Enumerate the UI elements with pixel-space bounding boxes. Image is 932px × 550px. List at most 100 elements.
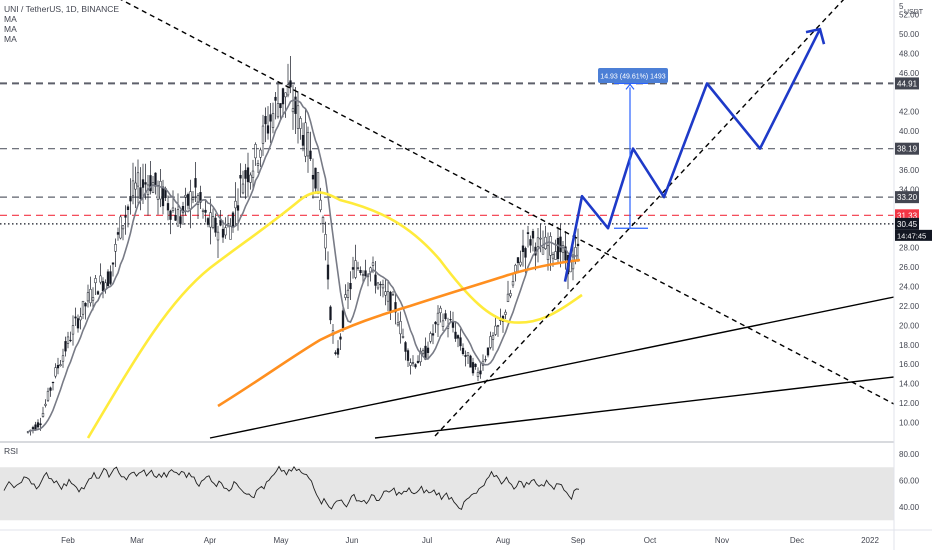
candle-body <box>411 362 415 364</box>
candle-body <box>86 292 90 302</box>
candle-body <box>36 422 40 428</box>
descending-trendline <box>120 0 895 405</box>
level-badge-label: 30.45 <box>897 220 918 229</box>
price-tick-label: 36.00 <box>899 166 920 175</box>
candle-body <box>436 312 440 326</box>
candle-body <box>514 264 517 272</box>
candle-body <box>139 187 142 199</box>
candle-body <box>316 172 320 194</box>
price-tick-label: 10.00 <box>899 418 920 427</box>
candle-body <box>114 244 117 252</box>
rsi-tick-label: 80.00 <box>899 450 920 459</box>
candle-body <box>291 108 295 113</box>
candle-body <box>299 118 302 129</box>
level-badge <box>895 217 919 230</box>
symbol-title[interactable]: UNI / TetherUS, 1D, BINANCE <box>4 4 120 14</box>
price-tick-label: 42.00 <box>899 108 920 117</box>
candle-body <box>201 210 205 212</box>
candle-body <box>61 355 65 362</box>
candle-body <box>529 239 532 246</box>
candle-body <box>324 234 327 249</box>
candle-body <box>234 200 237 209</box>
candle-body <box>64 341 67 352</box>
candle-body <box>326 264 330 280</box>
candle-body <box>459 337 462 347</box>
candle-body <box>31 427 35 430</box>
time-tick-label: 2022 <box>861 536 879 545</box>
candle-body <box>214 217 217 233</box>
measure-label: 14.93 (49.61%) 1493 <box>600 74 665 81</box>
candle-body <box>51 381 55 384</box>
candle-body <box>394 302 397 313</box>
level-badge-label: 38.19 <box>897 145 918 154</box>
candle-body <box>99 275 102 283</box>
candle-body <box>134 182 137 190</box>
drawings: 14.93 (49.61%) 1493 <box>120 0 895 439</box>
level-badge-label: 33.20 <box>897 193 918 202</box>
candle-body <box>261 125 265 144</box>
price-grid <box>0 82 894 225</box>
candle-body <box>119 216 122 239</box>
candle-body <box>421 350 425 354</box>
candle-body <box>304 122 307 157</box>
level-badge <box>895 77 919 90</box>
indicator-ma-3[interactable]: MA <box>4 34 17 44</box>
candle-body <box>81 300 85 315</box>
candle-body <box>144 182 147 185</box>
candle-body <box>131 180 135 197</box>
candle-body <box>401 336 405 338</box>
candle-body <box>239 175 242 179</box>
candle-body <box>71 325 75 335</box>
candle-body <box>469 355 472 368</box>
candle-body <box>264 116 267 125</box>
candle-body <box>361 274 365 276</box>
rsi-label[interactable]: RSI <box>4 446 19 456</box>
candle-body <box>494 325 497 335</box>
candle-body <box>94 278 97 284</box>
candle-body <box>91 297 95 301</box>
candle-body <box>221 228 225 238</box>
currency-label: USDT <box>904 9 924 16</box>
candle-body <box>161 186 165 207</box>
candle-body <box>231 212 235 228</box>
candle-body <box>141 179 145 188</box>
candle-body <box>496 325 500 327</box>
candle-body <box>169 210 172 220</box>
candle-body <box>191 197 195 201</box>
upper-support-line <box>209 296 895 439</box>
candle-body <box>464 355 467 357</box>
candle-body <box>374 274 377 286</box>
candle-body <box>461 347 465 354</box>
candle-body <box>111 262 115 265</box>
candle-body <box>96 291 100 295</box>
candle-body <box>476 372 480 377</box>
candle-body <box>204 209 207 213</box>
rsi-pane <box>0 441 894 521</box>
indicator-ma-1[interactable]: MA <box>4 14 17 24</box>
candle-body <box>274 96 277 101</box>
candle-body <box>439 307 442 314</box>
candle-body <box>41 413 45 417</box>
candle-body <box>539 237 542 240</box>
price-axis-top-label: 5 <box>899 2 904 11</box>
price-tick-label: 40.00 <box>899 127 920 136</box>
candle-body <box>391 294 395 296</box>
ma-yellow-line <box>86 191 583 439</box>
candle-body <box>504 311 507 315</box>
candle-body <box>199 192 202 203</box>
candle-body <box>306 132 310 157</box>
time-axis: Feb Mar Apr May Jun Jul Aug Sep Oct Nov Dec 2022 <box>0 529 932 545</box>
candle-body <box>156 185 160 200</box>
candle-body <box>284 92 287 98</box>
ascending-dashed-trendline <box>434 0 845 437</box>
candle-body <box>339 336 342 340</box>
rsi-line <box>3 465 580 511</box>
level-badge <box>895 191 919 204</box>
candle-body <box>551 254 555 259</box>
indicator-ma-2[interactable]: MA <box>4 24 17 34</box>
candle-body <box>129 196 132 202</box>
candle-body <box>536 237 540 247</box>
candle-body <box>414 364 417 368</box>
candle-body <box>89 289 92 304</box>
